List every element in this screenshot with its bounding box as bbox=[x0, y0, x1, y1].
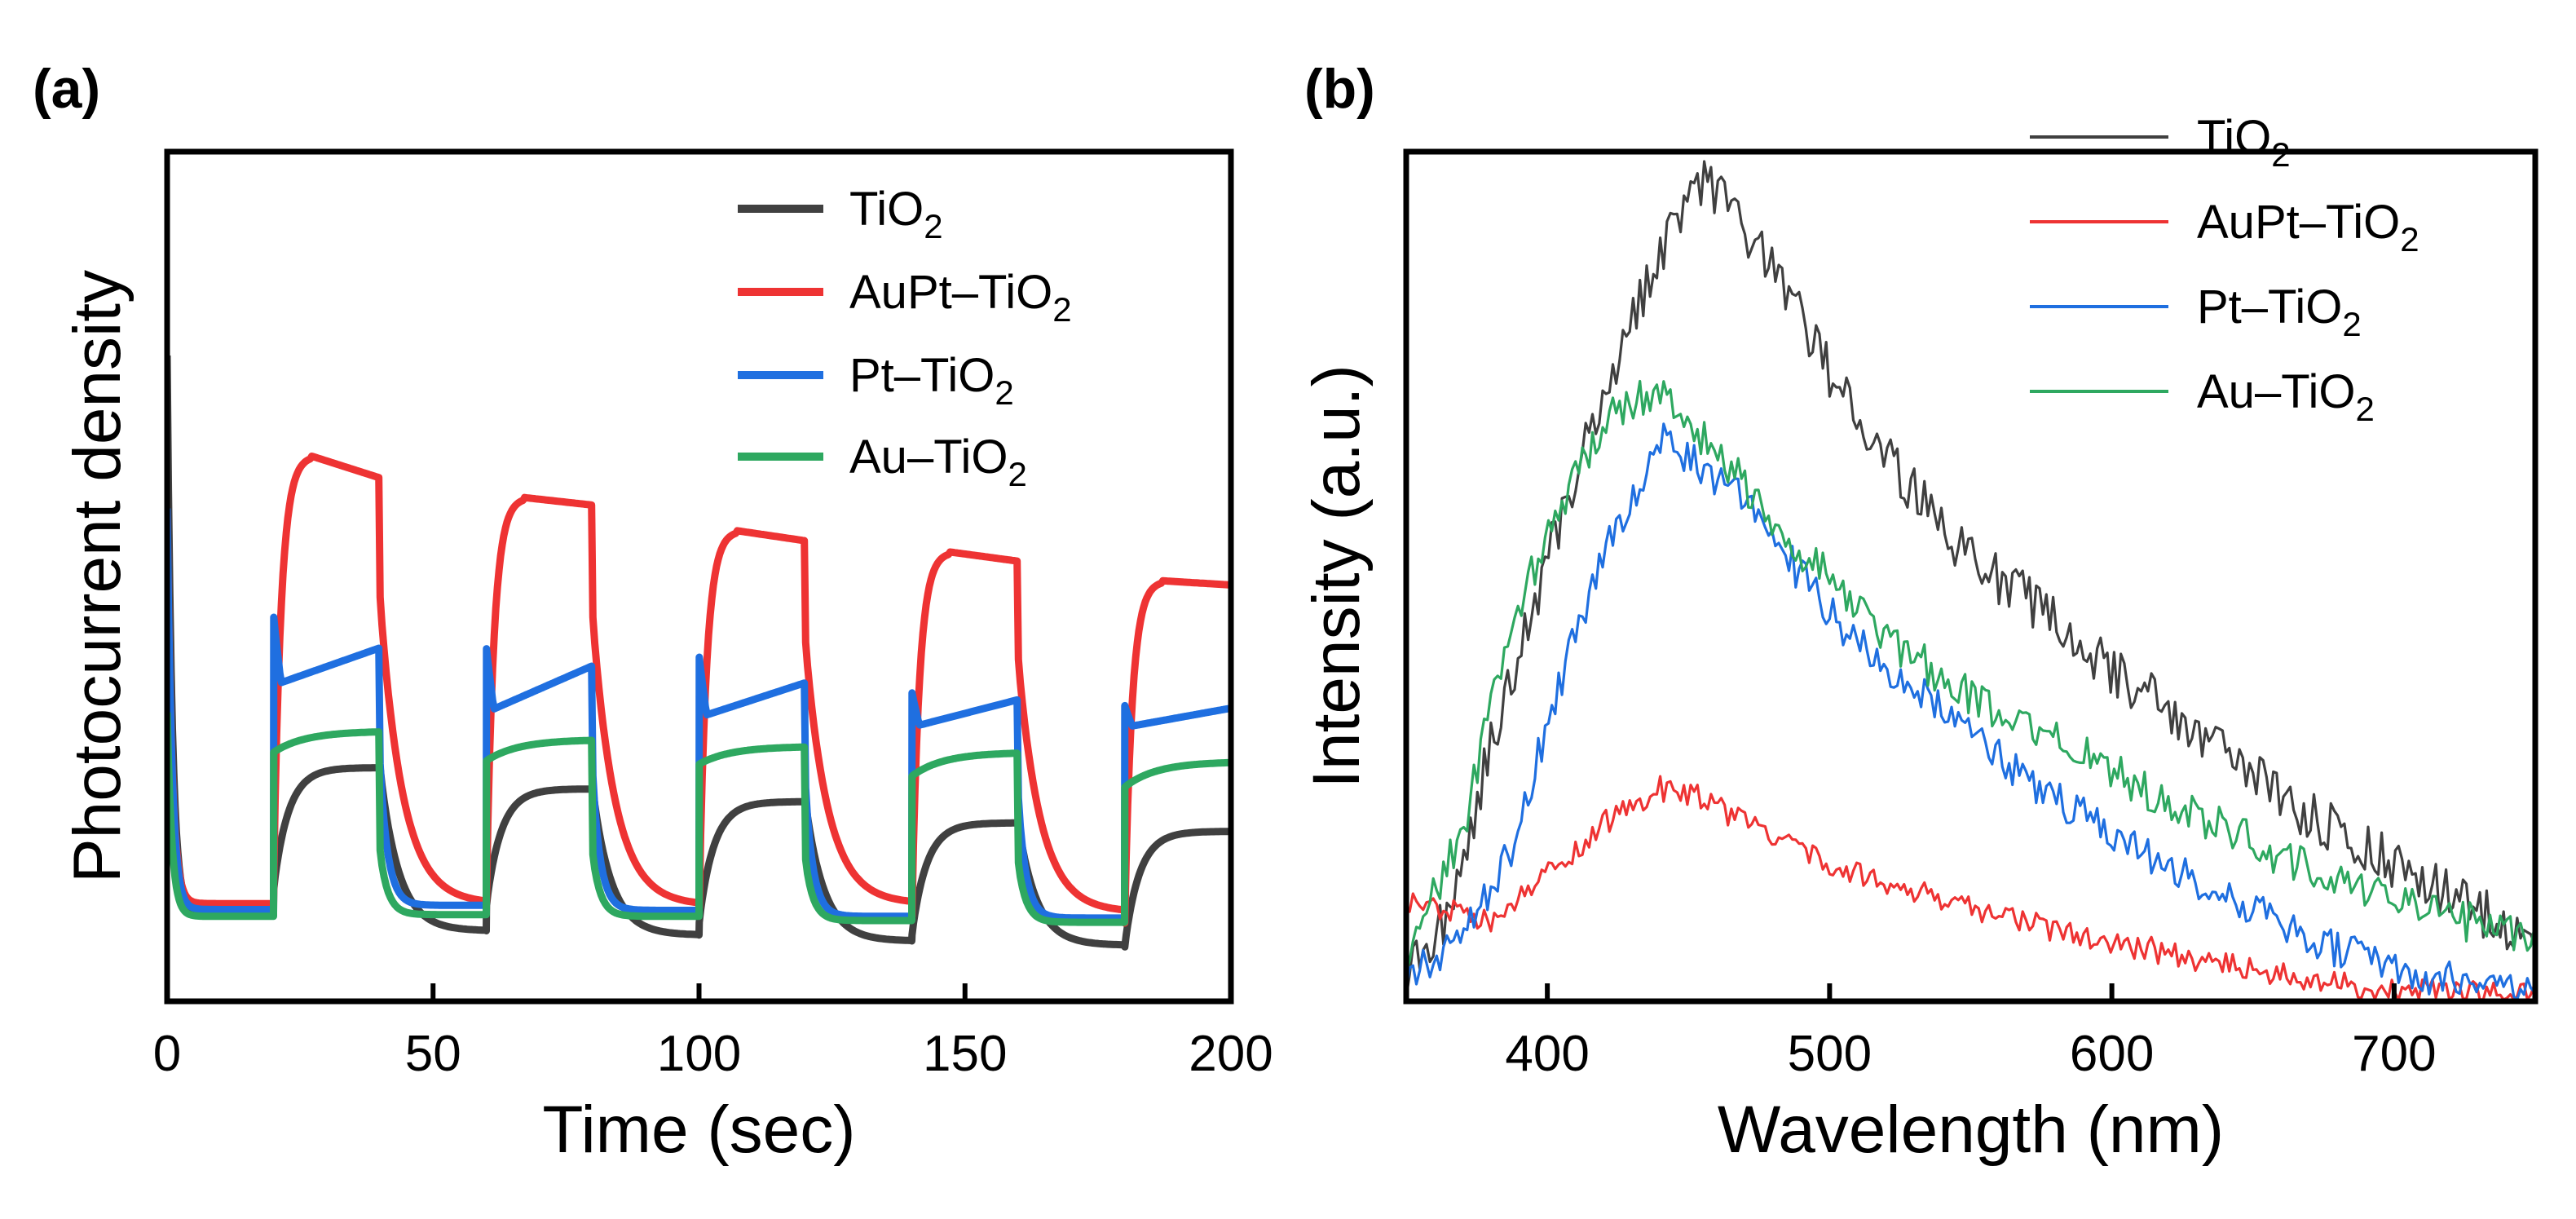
legend-label: Pt–TiO bbox=[849, 349, 995, 402]
legend-label: TiO bbox=[849, 183, 924, 236]
plot-area bbox=[1406, 160, 2535, 1001]
x-tick-label: 150 bbox=[923, 1026, 1007, 1082]
legend-entry: AuPt–TiO2 bbox=[2197, 196, 2419, 258]
legend-entry: AuPt–TiO2 bbox=[849, 266, 1072, 329]
x-tick-label: 500 bbox=[1788, 1026, 1872, 1082]
panel-label: (a) bbox=[33, 58, 100, 120]
axes-frame bbox=[1403, 148, 2539, 1005]
x-axis-title: Time (sec) bbox=[542, 1093, 855, 1167]
x-tick-label: 50 bbox=[405, 1026, 461, 1082]
panel-b: (b) 400 500 600 700 Wavelength (nm) Intensity … bbox=[1299, 58, 2539, 1167]
y-axis-title: Intensity (a.u.) bbox=[1299, 364, 1374, 788]
legend-subscript: 2 bbox=[2271, 135, 2290, 174]
panel-label: (b) bbox=[1304, 58, 1375, 120]
x-tick-label: 0 bbox=[153, 1026, 181, 1082]
x-tick-label: 600 bbox=[2070, 1026, 2154, 1082]
x-tick-label: 400 bbox=[1505, 1026, 1589, 1082]
legend-label: Au–TiO bbox=[849, 431, 1008, 484]
legend-label: Pt–TiO bbox=[2197, 280, 2342, 333]
x-tick-label: 100 bbox=[657, 1026, 741, 1082]
legend-subscript: 2 bbox=[995, 373, 1013, 412]
legend-entry: Au–TiO2 bbox=[849, 431, 1027, 493]
legend-label: AuPt–TiO bbox=[2197, 196, 2400, 249]
series-line-au-tio2 bbox=[1406, 379, 2535, 972]
series-line-aupt-tio2 bbox=[1406, 775, 2535, 1001]
legend-entry: TiO2 bbox=[849, 183, 943, 245]
series-line-aupt-tio2 bbox=[167, 453, 1231, 927]
legend-entry: Pt–TiO2 bbox=[849, 349, 1014, 412]
legend-label: TiO bbox=[2197, 111, 2271, 164]
legend-entry: Au–TiO2 bbox=[2197, 365, 2375, 428]
y-axis-title: Photocurrent density bbox=[60, 270, 135, 883]
legend-subscript: 2 bbox=[2355, 390, 2374, 428]
legend-entry: Pt–TiO2 bbox=[2197, 280, 2362, 343]
legend-subscript: 2 bbox=[1052, 290, 1071, 329]
x-axis-title: Wavelength (nm) bbox=[1718, 1093, 2224, 1167]
legend-subscript: 2 bbox=[2400, 220, 2419, 258]
legend-entry: TiO2 bbox=[2197, 111, 2291, 174]
legend-label: AuPt–TiO bbox=[849, 266, 1052, 319]
series-line-pt-tio2 bbox=[1406, 422, 2535, 1001]
plot-area bbox=[167, 356, 1231, 951]
legend-subscript: 2 bbox=[1008, 455, 1026, 493]
series-line-pt-tio2 bbox=[167, 508, 1231, 922]
legend-subscript: 2 bbox=[924, 207, 942, 245]
panel-a: (a) 0 50 100 150 200 Time (sec) Photocurrent de… bbox=[33, 58, 1273, 1167]
legend-label: Au–TiO bbox=[2197, 365, 2355, 418]
x-tick-label: 200 bbox=[1189, 1026, 1273, 1082]
legend-subscript: 2 bbox=[2342, 305, 2361, 343]
x-tick-label: 700 bbox=[2352, 1026, 2436, 1082]
series-line-au-tio2 bbox=[167, 712, 1231, 926]
series-line-tio2 bbox=[1406, 160, 2535, 998]
